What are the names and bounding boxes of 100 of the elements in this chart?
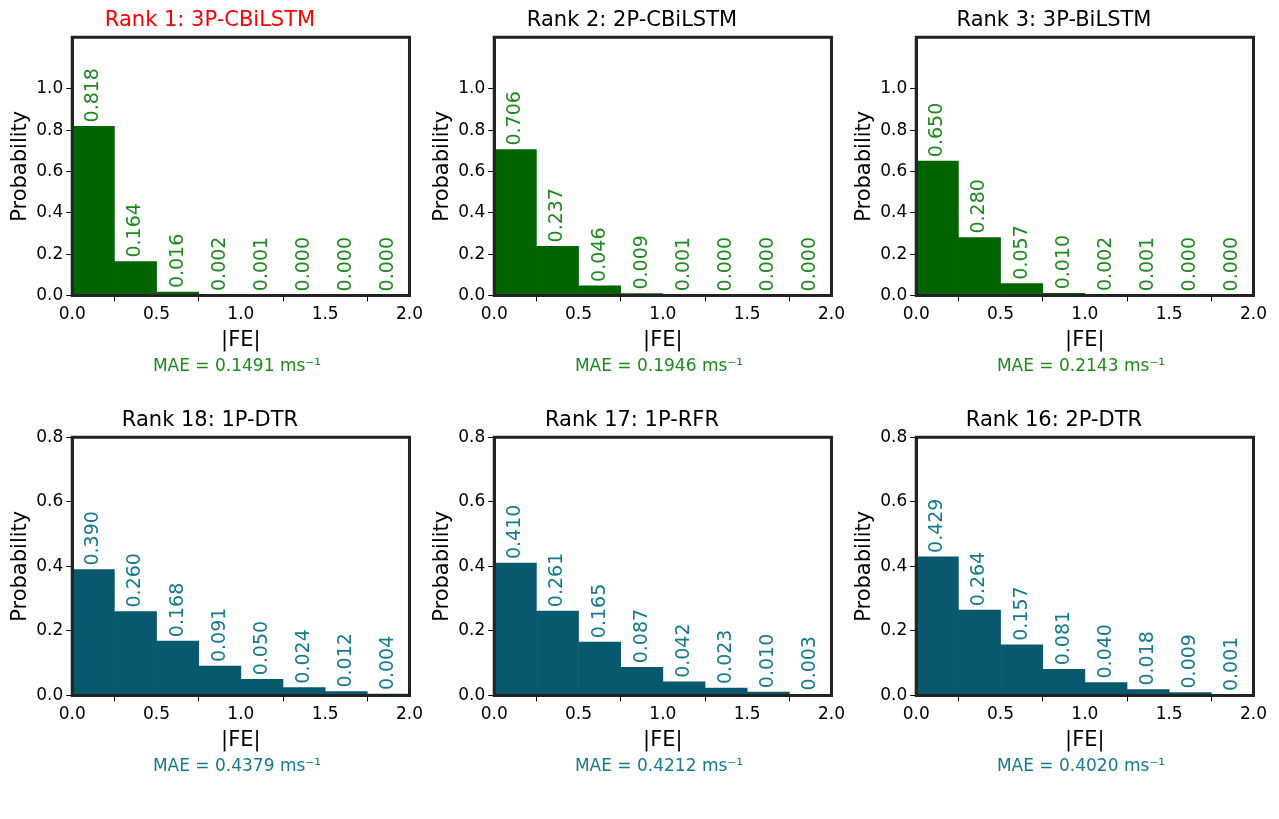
chart-title: Rank 2: 2P-CBiLSTM bbox=[526, 7, 738, 32]
y-tick-label: 0.8 bbox=[36, 425, 64, 446]
y-tick-label: 0.2 bbox=[36, 242, 64, 263]
chart-title: Rank 1: 3P-CBiLSTM bbox=[104, 7, 316, 32]
x-axis-title: |FE| bbox=[221, 326, 261, 352]
y-tick-label: 0.6 bbox=[36, 159, 64, 180]
x-tick-label: 2.0 bbox=[817, 303, 846, 324]
data-label: 0.261 bbox=[544, 552, 567, 608]
y-tick-label: 0.6 bbox=[880, 159, 908, 180]
x-tick-label: 2.0 bbox=[1239, 703, 1268, 724]
x-tick-label: 1.5 bbox=[1155, 703, 1183, 724]
data-label: 0.650 bbox=[924, 102, 947, 158]
data-label: 0.009 bbox=[1177, 634, 1200, 689]
data-label: 0.000 bbox=[797, 236, 820, 292]
data-label: 0.001 bbox=[1135, 236, 1158, 292]
y-tick-label: 0.8 bbox=[36, 118, 64, 139]
text: MAE = 0.4379 ms⁻¹ bbox=[151, 755, 322, 775]
data-label: 0.168 bbox=[164, 582, 187, 638]
chart-title: Rank 16: 2P-DTR bbox=[965, 407, 1143, 432]
y-tick-label: 0.6 bbox=[458, 159, 486, 180]
x-axis-title: |FE| bbox=[643, 726, 683, 752]
x-axis-title: |FE| bbox=[1065, 726, 1105, 752]
data-label: 0.706 bbox=[502, 91, 525, 146]
y-tick-label: 0.6 bbox=[880, 490, 908, 511]
data-label: 0.024 bbox=[291, 629, 314, 684]
data-label: 0.280 bbox=[966, 179, 989, 234]
y-tick-label: 1.0 bbox=[458, 77, 486, 98]
x-tick-label: 0.0 bbox=[58, 303, 86, 324]
y-tick-label: 0.0 bbox=[458, 283, 486, 304]
y-tick-label: 1.0 bbox=[36, 77, 64, 98]
chart-title: Rank 18: 1P-DTR bbox=[121, 407, 299, 432]
x-tick-label: 2.0 bbox=[817, 703, 846, 724]
data-label: 0.264 bbox=[966, 551, 989, 607]
text: MAE = 0.1946 ms⁻¹ bbox=[573, 355, 744, 375]
x-tick-label: 0.5 bbox=[143, 703, 171, 724]
y-tick-label: 0.2 bbox=[458, 619, 486, 640]
y-tick-label: 0.2 bbox=[458, 242, 486, 263]
data-label: 0.164 bbox=[122, 203, 145, 258]
data-label: 0.016 bbox=[164, 233, 187, 289]
y-tick-label: 0.4 bbox=[36, 554, 64, 575]
data-label: 0.091 bbox=[206, 607, 229, 663]
x-axis-title: |FE| bbox=[643, 326, 683, 352]
y-tick-label: 0.2 bbox=[36, 619, 64, 640]
data-label: 0.010 bbox=[1050, 234, 1073, 290]
data-label: 0.042 bbox=[670, 623, 693, 678]
y-axis-title: Probability bbox=[7, 110, 32, 222]
y-tick-label: 0.8 bbox=[880, 425, 908, 446]
x-tick-label: 1.0 bbox=[1071, 303, 1099, 324]
y-tick-label: 0.0 bbox=[880, 283, 908, 304]
y-tick-label: 0.0 bbox=[36, 283, 64, 304]
data-label: 0.000 bbox=[333, 236, 356, 292]
data-label: 0.002 bbox=[206, 236, 229, 291]
x-axis-title: |FE| bbox=[1065, 326, 1105, 352]
y-tick-label: 0.8 bbox=[880, 118, 908, 139]
x-tick-label: 1.0 bbox=[227, 303, 255, 324]
y-axis-title: Probability bbox=[429, 110, 454, 222]
x-axis-title: |FE| bbox=[221, 726, 261, 752]
y-tick-label: 0.8 bbox=[458, 118, 486, 139]
data-label: 0.410 bbox=[502, 504, 525, 560]
x-tick-label: 0.5 bbox=[565, 303, 593, 324]
y-tick-label: 0.4 bbox=[36, 201, 64, 222]
x-tick-label: 0.0 bbox=[902, 703, 930, 724]
y-tick-label: 0.0 bbox=[458, 683, 486, 704]
x-tick-label: 1.0 bbox=[649, 703, 677, 724]
text: MAE = 0.4212 ms⁻¹ bbox=[573, 755, 744, 775]
x-tick-label: 1.0 bbox=[227, 703, 255, 724]
y-tick-label: 0.0 bbox=[880, 683, 908, 704]
x-tick-label: 1.0 bbox=[649, 303, 677, 324]
data-label: 0.157 bbox=[1008, 586, 1031, 641]
y-axis-title: Probability bbox=[851, 510, 876, 622]
data-label: 0.390 bbox=[80, 511, 103, 566]
data-label: 0.046 bbox=[586, 227, 609, 282]
data-label: 0.001 bbox=[670, 236, 693, 292]
data-label: 0.003 bbox=[797, 636, 820, 691]
x-tick-label: 0.5 bbox=[987, 703, 1015, 724]
y-tick-label: 1.0 bbox=[880, 77, 908, 98]
x-tick-label: 1.5 bbox=[733, 703, 761, 724]
data-label: 0.000 bbox=[713, 236, 736, 292]
y-axis-title: Probability bbox=[429, 510, 454, 622]
text: MAE = 0.1491 ms⁻¹ bbox=[151, 355, 322, 375]
x-tick-label: 1.5 bbox=[1155, 303, 1183, 324]
x-tick-label: 0.0 bbox=[480, 303, 508, 324]
data-label: 0.000 bbox=[1219, 236, 1242, 292]
data-label: 0.000 bbox=[375, 236, 398, 292]
data-label: 0.818 bbox=[80, 68, 103, 123]
x-tick-label: 0.0 bbox=[902, 303, 930, 324]
data-label: 0.023 bbox=[713, 629, 736, 684]
data-label: 0.001 bbox=[248, 236, 271, 292]
data-label: 0.000 bbox=[1177, 236, 1200, 292]
data-label: 0.002 bbox=[1092, 236, 1115, 291]
y-tick-label: 0.4 bbox=[458, 201, 486, 222]
text: MAE = 0.2143 ms⁻¹ bbox=[995, 355, 1166, 375]
y-tick-label: 0.4 bbox=[880, 554, 908, 575]
data-label: 0.009 bbox=[628, 235, 651, 290]
data-label: 0.010 bbox=[755, 633, 778, 689]
chart-title: Rank 3: 3P-BiLSTM bbox=[956, 7, 1152, 32]
y-tick-label: 0.8 bbox=[458, 425, 486, 446]
x-tick-label: 0.5 bbox=[143, 303, 171, 324]
y-tick-label: 0.6 bbox=[36, 490, 64, 511]
y-tick-label: 0.6 bbox=[458, 490, 486, 511]
